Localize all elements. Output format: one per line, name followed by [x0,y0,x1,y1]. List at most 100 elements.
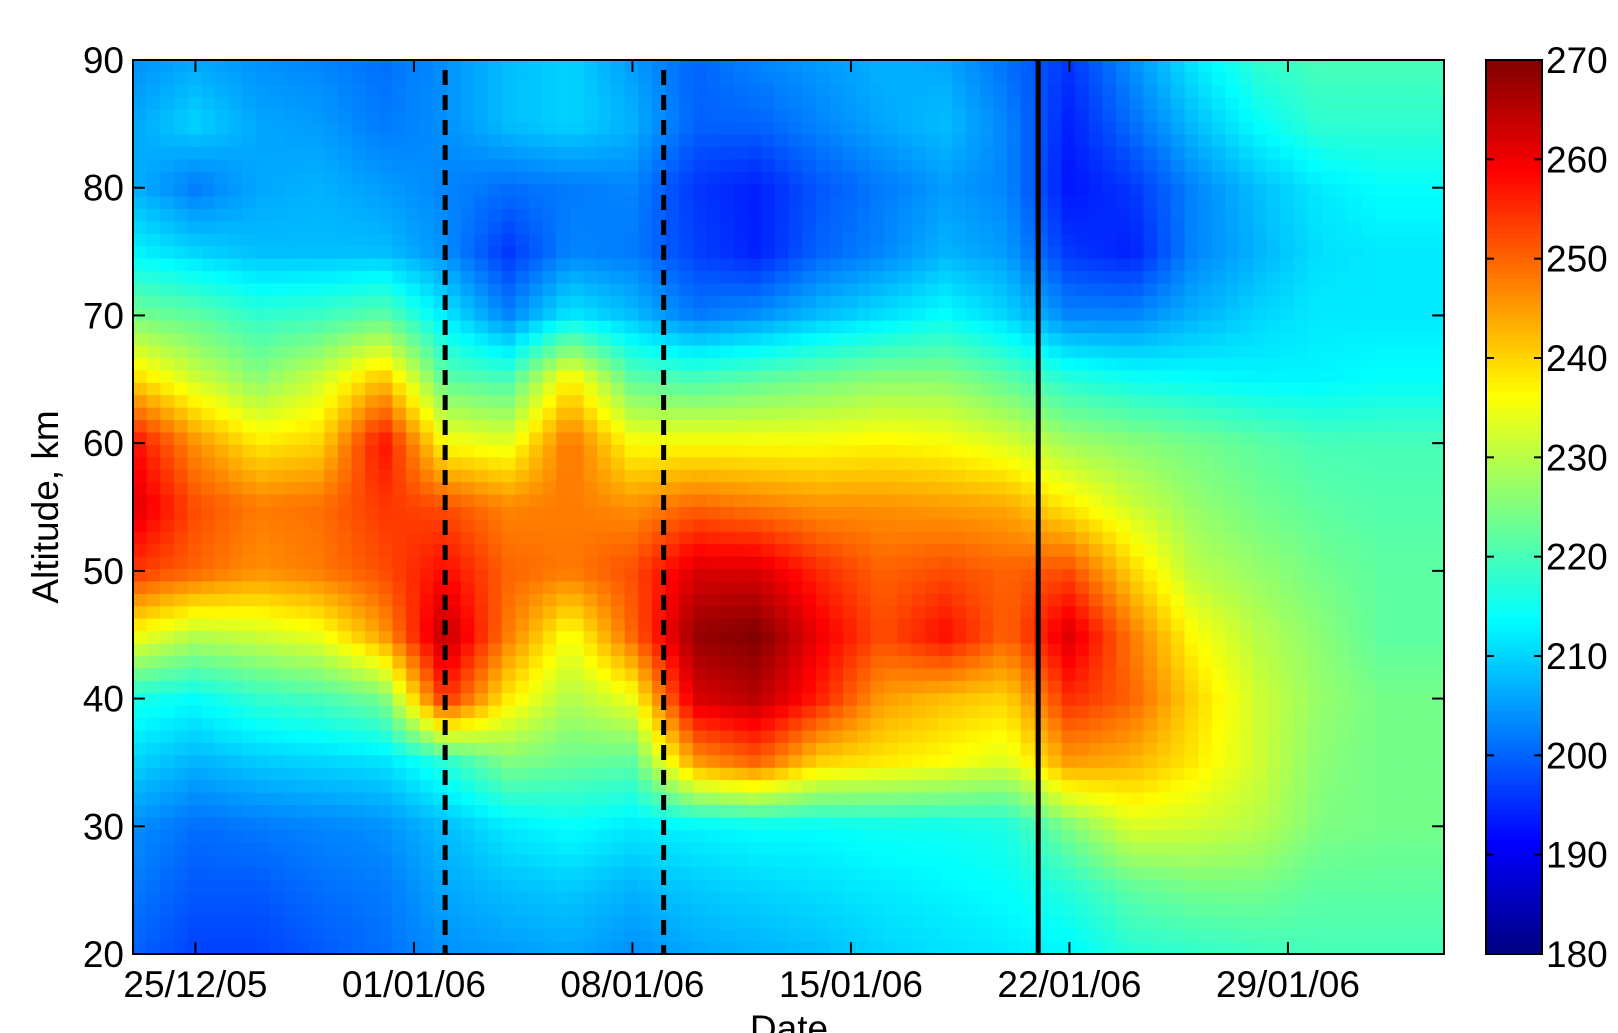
heatmap-cell [993,444,1008,458]
heatmap-cell [1211,382,1227,396]
heatmap-cell [1403,382,1418,396]
heatmap-cell [570,643,585,657]
heatmap-cell [829,631,844,645]
heatmap-cell [761,246,776,260]
heatmap-cell [1403,519,1418,533]
heatmap-cell [638,457,653,471]
heatmap-cell [1430,258,1445,272]
heatmap-cell [1280,395,1295,409]
heatmap-cell [501,656,516,670]
heatmap-cell [1389,606,1404,620]
heatmap-cell [1430,519,1445,533]
heatmap-cell [624,432,639,446]
heatmap-cell [1075,556,1090,570]
heatmap-cell [283,618,298,632]
heatmap-cell [1375,432,1390,446]
heatmap-cell [911,643,926,657]
heatmap-cell [706,370,721,384]
heatmap-cell [1266,97,1281,111]
heatmap-cell [351,283,366,297]
heatmap-cell [160,507,175,521]
heatmap-cell [1307,308,1322,322]
heatmap-cell [365,693,380,707]
heatmap-cell [911,246,926,260]
heatmap-cell [365,494,380,508]
heatmap-cell [1293,531,1309,545]
heatmap-cell [747,146,762,160]
heatmap-cell [255,97,271,111]
heatmap-cell [1088,444,1104,458]
heatmap-cell [774,643,790,657]
heatmap-cell [255,593,271,607]
heatmap-cell [324,618,339,632]
heatmap-cell [187,246,202,260]
heatmap-cell [774,271,790,285]
heatmap-cell [897,345,913,359]
heatmap-cell [925,122,940,136]
heatmap-cell [187,420,202,434]
heatmap-cell [911,345,926,359]
heatmap-cell [1075,544,1090,558]
heatmap-cell [1225,370,1240,384]
heatmap-cell [774,507,790,521]
heatmap-cell [1170,60,1186,74]
heatmap-cell [324,221,339,235]
heatmap-cell [1129,593,1145,607]
heatmap-cell [583,283,598,297]
heatmap-cell [255,631,271,645]
heatmap-cell [228,159,243,173]
heatmap-cell [556,146,571,160]
heatmap-cell [720,271,735,285]
heatmap-cell [638,184,653,198]
heatmap-cell [1116,159,1131,173]
heatmap-cell [488,432,503,446]
heatmap-cell [474,482,489,496]
heatmap-cell [392,593,407,607]
heatmap-cell [1252,507,1268,521]
heatmap-cell [1225,395,1240,409]
heatmap-cell [460,134,476,148]
heatmap-cell [1170,358,1186,372]
heatmap-cell [1266,196,1281,210]
heatmap-cell [1416,382,1431,396]
heatmap-cell [979,531,994,545]
heatmap-cell [897,122,913,136]
heatmap-cell [201,618,216,632]
heatmap-cell [570,72,585,86]
heatmap-cell [843,382,858,396]
heatmap-cell [133,457,148,471]
heatmap-cell [228,569,243,583]
heatmap-cell [638,507,653,521]
heatmap-cell [378,146,394,160]
heatmap-cell [1389,395,1404,409]
heatmap-cell [624,420,639,434]
heatmap-cell [1061,469,1076,483]
heatmap-cell [1047,308,1063,322]
heatmap-cell [1007,593,1022,607]
heatmap-cell [843,246,858,260]
heatmap-cell [501,407,516,421]
heatmap-cell [720,544,735,558]
heatmap-cell [337,271,353,285]
heatmap-cell [1102,569,1117,583]
heatmap-cell [774,494,790,508]
heatmap-cell [1102,358,1117,372]
heatmap-cell [638,258,653,272]
heatmap-cell [133,556,148,570]
heatmap-cell [884,283,899,297]
heatmap-cell [146,668,161,682]
heatmap-cell [761,544,776,558]
heatmap-cell [1211,581,1227,595]
heatmap-cell [1143,271,1158,285]
heatmap-cell [1061,72,1076,86]
heatmap-cell [1225,469,1240,483]
heatmap-cell [324,60,339,74]
heatmap-cell [1211,171,1227,185]
heatmap-cell [296,457,312,471]
heatmap-cell [242,109,257,123]
heatmap-cell [1075,60,1090,74]
heatmap-cell [1020,233,1035,247]
heatmap-cell [1075,569,1090,583]
heatmap-cell [228,544,243,558]
heatmap-cell [870,60,885,74]
